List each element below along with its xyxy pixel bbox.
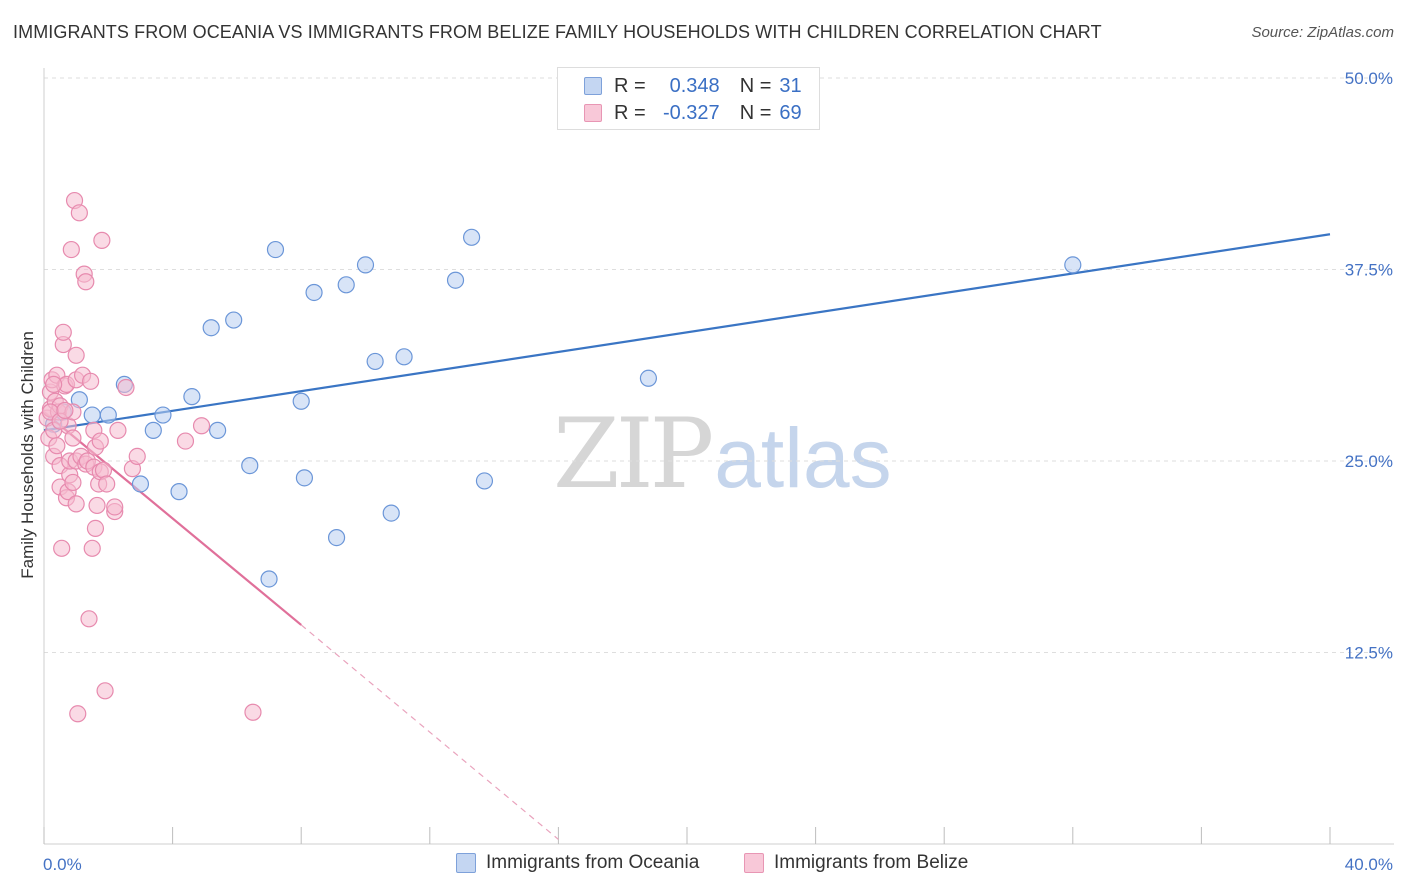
oceania-point xyxy=(131,475,150,493)
watermark-atlas: atlas xyxy=(714,411,892,505)
belize-point xyxy=(91,432,109,450)
oceania-point xyxy=(241,456,259,475)
oceania-point xyxy=(202,319,220,337)
chart-title: IMMIGRANTS FROM OCEANIA VS IMMIGRANTS FR… xyxy=(13,22,1102,42)
watermark-zip: ZIP xyxy=(553,398,714,510)
belize-point xyxy=(64,473,82,492)
oceania-swatch xyxy=(456,853,476,873)
r-value: 0.348 xyxy=(669,74,720,97)
n-value: 31 xyxy=(779,74,802,97)
legend-label-oceania: Immigrants from Oceania xyxy=(486,852,700,873)
gridlines xyxy=(44,77,1394,653)
x-tick-label-min: 0.0% xyxy=(43,855,82,874)
oceania-point xyxy=(366,352,384,371)
r-label: R = xyxy=(614,101,646,124)
oceania-point xyxy=(395,348,413,366)
series-legend: Immigrants from Oceania Immigrants from … xyxy=(0,852,1406,878)
oceania-point xyxy=(327,528,346,547)
belize-point xyxy=(86,519,105,538)
belize-point xyxy=(192,417,211,435)
oceania-point xyxy=(154,406,172,424)
stats-legend: R = 0.348 N = 31 R = -0.327 N = 69 xyxy=(557,67,820,130)
belize-trend-line xyxy=(43,411,302,626)
belize-point xyxy=(67,495,85,513)
oceania-point xyxy=(446,271,465,289)
belize-point xyxy=(88,496,106,515)
stats-legend-row-belize: R = -0.327 N = 69 xyxy=(558,99,802,127)
r-label: R = xyxy=(614,74,646,97)
oceania-point xyxy=(462,228,481,246)
belize-point xyxy=(93,231,111,249)
belize-point xyxy=(77,273,95,291)
belize-point xyxy=(64,429,82,447)
legend-item-oceania: Immigrants from Oceania xyxy=(456,852,699,874)
oceania-point xyxy=(305,283,323,302)
legend-item-belize: Immigrants from Belize xyxy=(744,852,968,874)
source-label: Source: ZipAtlas.com xyxy=(1251,24,1394,41)
belize-point xyxy=(106,498,124,516)
r-value: -0.327 xyxy=(662,101,720,124)
watermark: ZIPatlas xyxy=(553,398,892,510)
belize-point xyxy=(128,447,146,466)
n-value: 69 xyxy=(779,101,802,124)
belize-point xyxy=(56,401,74,420)
tick-labels: 12.5% 25.0% 37.5% 50.0% 0.0% 40.0% xyxy=(43,69,1393,874)
belize-point xyxy=(48,437,66,455)
belize-point xyxy=(67,346,85,364)
belize-point xyxy=(54,323,72,341)
belize-point xyxy=(96,682,114,700)
y-tick-label: 37.5% xyxy=(1345,261,1393,280)
oceania-point xyxy=(337,276,355,294)
n-label: N = xyxy=(739,74,772,97)
belize-point xyxy=(117,378,135,397)
belize-point xyxy=(70,204,88,222)
oceania-point xyxy=(260,570,278,588)
legend-label-belize: Immigrants from Belize xyxy=(774,852,969,873)
belize-point xyxy=(83,539,101,557)
data-points xyxy=(38,191,1082,723)
oceania-point xyxy=(475,472,494,490)
x-tick-label-max: 40.0% xyxy=(1345,855,1393,874)
belize-swatch xyxy=(744,853,764,873)
oceania-point xyxy=(99,406,117,424)
oceania-point xyxy=(295,469,314,487)
belize-point xyxy=(45,375,63,393)
y-tick-label: 50.0% xyxy=(1345,69,1393,88)
axes xyxy=(43,68,1394,845)
oceania-point xyxy=(639,369,658,387)
oceania-point xyxy=(183,388,201,406)
belize-trend-extension xyxy=(300,624,559,840)
belize-point xyxy=(80,610,98,628)
belize-point xyxy=(98,475,116,493)
belize-point xyxy=(109,421,127,439)
stats-legend-row-oceania: R = 0.348 N = 31 xyxy=(558,72,802,100)
y-tick-label: 12.5% xyxy=(1345,644,1393,663)
belize-point xyxy=(244,703,262,721)
belize-point xyxy=(53,539,71,557)
oceania-point xyxy=(382,504,400,522)
oceania-trend-line xyxy=(43,233,1331,432)
oceania-swatch xyxy=(584,77,602,95)
oceania-point xyxy=(225,311,243,329)
y-tick-label: 25.0% xyxy=(1345,452,1393,471)
oceania-point xyxy=(83,406,101,424)
oceania-point xyxy=(266,240,285,259)
belize-swatch xyxy=(584,104,602,122)
oceania-point xyxy=(144,421,162,439)
oceania-point xyxy=(356,256,375,274)
oceania-point xyxy=(1064,256,1082,274)
belize-point xyxy=(176,432,195,450)
oceania-point xyxy=(170,483,188,501)
oceania-point xyxy=(209,421,227,439)
belize-point xyxy=(82,372,100,390)
belize-point xyxy=(69,705,87,723)
oceania-point xyxy=(292,392,310,410)
belize-point xyxy=(62,240,80,259)
n-label: N = xyxy=(739,101,772,124)
